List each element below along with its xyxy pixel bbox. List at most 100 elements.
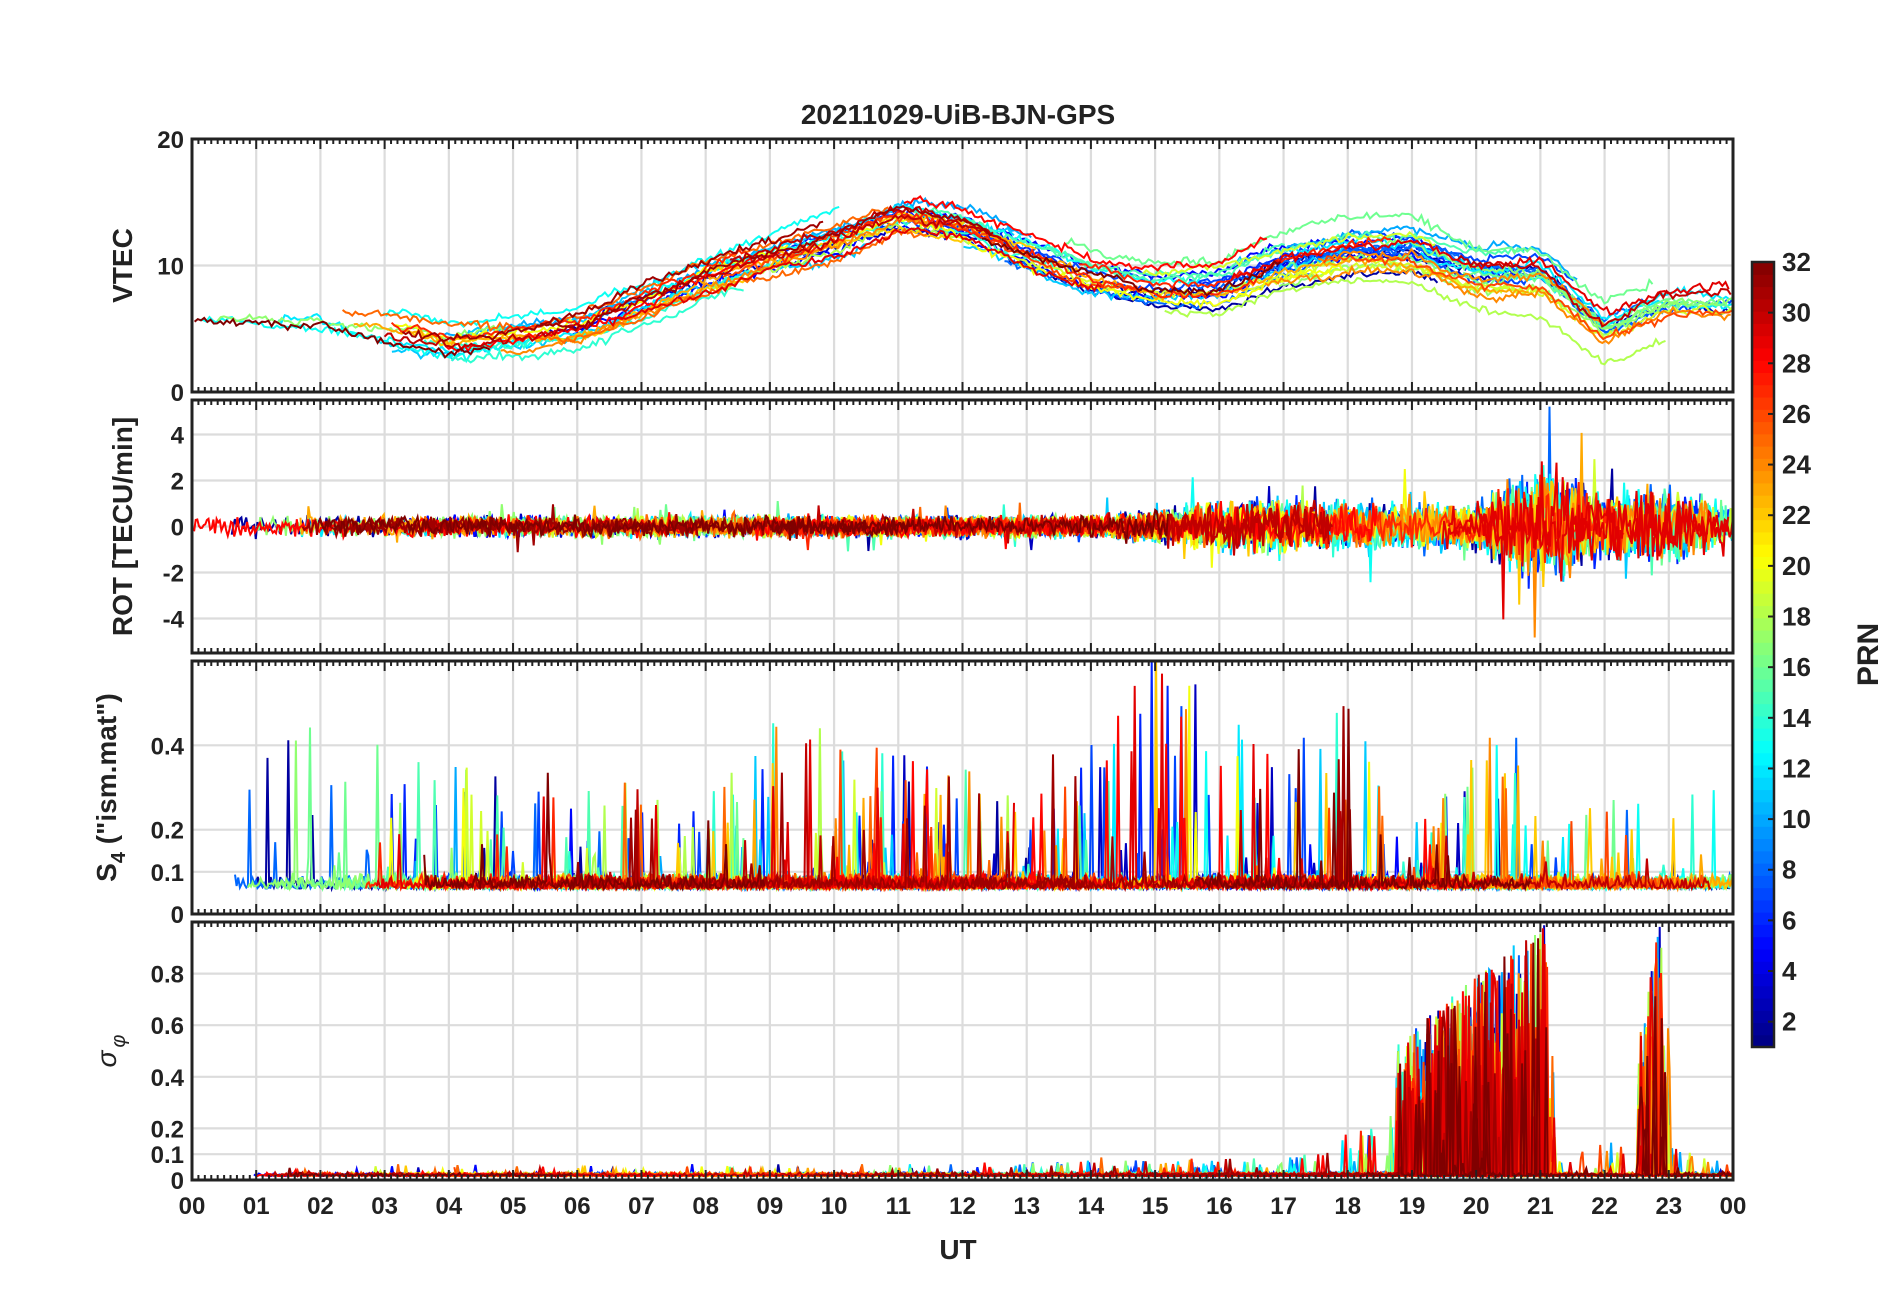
colorbar-swatch <box>1752 323 1774 337</box>
x-tick-label: 05 <box>500 1193 527 1220</box>
y-tick-label: -4 <box>163 607 185 634</box>
series-line-prn-18 <box>1164 277 1666 366</box>
y-tick-label: 0.1 <box>151 860 184 887</box>
colorbar-tick-label: 28 <box>1782 348 1811 378</box>
axes-frame <box>190 659 1735 916</box>
colorbar-swatch <box>1752 728 1774 741</box>
y-tick-label: 0.6 <box>151 1013 184 1040</box>
series-line-prn-29 <box>608 226 1102 328</box>
panel-rot: -4 -2 0 2 4 ROT [TECU/min] <box>107 398 1735 655</box>
colorbar-swatch <box>1752 311 1774 324</box>
x-tick-label: 01 <box>243 1193 270 1220</box>
colorbar-tick-label: 18 <box>1782 602 1811 632</box>
colorbar-tick-label: 20 <box>1782 551 1811 581</box>
x-tick-label: 04 <box>435 1193 462 1220</box>
colorbar-tick-label: 14 <box>1782 703 1811 733</box>
colorbar-swatch <box>1752 985 1774 999</box>
series-line-prn-19 <box>1016 255 1551 300</box>
series-line-prn-27 <box>1079 236 1391 290</box>
x-tick-label: 13 <box>1013 1193 1040 1220</box>
x-tick-label: 06 <box>564 1193 591 1220</box>
series-line-prn-25 <box>341 206 889 333</box>
colorbar-tick-label: 6 <box>1782 905 1796 935</box>
colorbar-swatch <box>1752 605 1774 619</box>
y-tick-label: 0.1 <box>151 1142 184 1169</box>
y-tick-label: 10 <box>157 254 184 281</box>
colorbar-tick-label: 22 <box>1782 500 1811 530</box>
series-group <box>193 406 1733 638</box>
colorbar-tick-label: 8 <box>1782 855 1796 885</box>
x-tick-label: 21 <box>1527 1193 1554 1220</box>
series-line-prn-2 <box>997 249 1439 313</box>
y-tick-label: 4 <box>171 423 185 450</box>
series-line-prn-16 <box>1286 252 1728 328</box>
colorbar-tick-label: 2 <box>1782 1007 1796 1037</box>
y-tick-label: 0 <box>171 1168 184 1195</box>
series-line-prn-17 <box>216 313 514 347</box>
colorbar-swatch <box>1752 470 1774 484</box>
x-tick-label: 14 <box>1078 1193 1105 1220</box>
colorbar-swatch <box>1752 556 1774 570</box>
series-line-prn-14 <box>450 287 744 364</box>
series-line-prn-10 <box>1230 225 1578 281</box>
colorbar-swatch <box>1752 961 1774 975</box>
colorbar-swatch <box>1752 396 1774 410</box>
colorbar-swatch <box>1752 372 1774 386</box>
y-tick-label: 0 <box>171 902 184 929</box>
colorbar-swatch <box>1752 826 1774 840</box>
series-line-prn-29 <box>1230 238 1730 316</box>
colorbar-swatch <box>1752 899 1774 913</box>
y-tick-label: 0 <box>171 380 184 407</box>
colorbar-swatch <box>1752 642 1774 656</box>
panel-s4: 0 0.1 0.2 0.4 S4 ("ism.mat") <box>91 659 1735 929</box>
axes-frame <box>190 137 1735 394</box>
x-tick-label: 15 <box>1142 1193 1169 1220</box>
y-tick-label: 0 <box>171 515 184 542</box>
series-line-prn-32 <box>1196 708 1531 893</box>
y-tick-label: -2 <box>163 561 184 588</box>
colorbar-swatch <box>1752 1022 1774 1036</box>
series-line-prn-16 <box>1462 270 1733 329</box>
colorbar-swatch <box>1752 1034 1774 1048</box>
colorbar-swatch <box>1752 997 1774 1011</box>
colorbar-swatch <box>1752 629 1774 643</box>
y-tick-label: 0.4 <box>151 1065 185 1092</box>
x-tick-label: 11 <box>886 1193 911 1220</box>
y-tick-label: 0.8 <box>151 962 184 989</box>
series-line-prn-32 <box>318 513 910 541</box>
axes-frame <box>190 398 1735 655</box>
colorbar-swatch <box>1752 789 1774 803</box>
colorbar-tick-label: 26 <box>1782 399 1811 429</box>
colorbar-swatch <box>1752 433 1774 447</box>
colorbar-swatch <box>1752 445 1774 459</box>
x-tick-label: 17 <box>1270 1193 1297 1220</box>
colorbar-swatch <box>1752 495 1774 508</box>
colorbar-swatch <box>1752 973 1774 987</box>
panel-sigma-phi: 00.10.2 0.4 0.6 0.8 σφ <box>91 920 1735 1195</box>
series-line-prn-32 <box>193 316 491 359</box>
colorbar-swatch <box>1752 875 1774 889</box>
x-tick-label: 18 <box>1334 1193 1361 1220</box>
colorbar-swatch <box>1752 458 1774 472</box>
series-line-prn-29 <box>1441 462 1730 582</box>
x-tick-label: 02 <box>307 1193 334 1220</box>
y-axis-label: σφ <box>91 1035 130 1068</box>
series-line-prn-17 <box>1379 239 1690 330</box>
x-tick-label: 12 <box>949 1193 976 1220</box>
y-axis-label: VTEC <box>107 228 138 303</box>
colorbar-swatch <box>1752 384 1774 398</box>
series-group <box>253 925 1733 1180</box>
series-line-prn-32 <box>982 237 1282 297</box>
colorbar-swatch <box>1752 813 1774 827</box>
axes-frame <box>190 920 1735 1182</box>
colorbar-swatch <box>1752 482 1774 496</box>
figure-title: 20211029-UiB-BJN-GPS <box>801 99 1115 130</box>
series-line-prn-31 <box>401 220 824 342</box>
colorbar-label: PRN <box>1852 623 1885 686</box>
colorbar-swatch <box>1752 936 1774 950</box>
series-line-prn-32 <box>423 772 766 892</box>
colorbar-swatch <box>1752 948 1774 962</box>
series-group <box>193 194 1733 366</box>
x-axis-label: UT <box>939 1234 976 1265</box>
